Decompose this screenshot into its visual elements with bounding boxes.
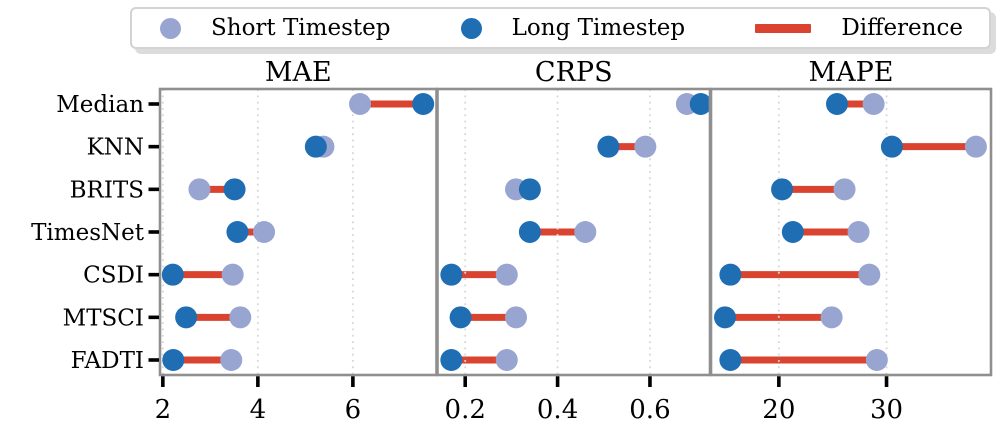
x-tick-label: 30 <box>870 395 903 425</box>
panel-border <box>158 87 438 377</box>
x-tick-label: 0.2 <box>445 395 486 425</box>
short-timestep-dot <box>858 263 881 286</box>
legend-label-difference: Difference <box>841 15 963 41</box>
legend: Short Timestep Long Timestep Difference <box>130 7 991 49</box>
short-timestep-dot-icon <box>160 17 181 39</box>
long-timestep-dot <box>597 135 620 158</box>
long-timestep-dot <box>226 221 249 243</box>
long-timestep-dot-icon <box>460 17 482 39</box>
short-timestep-dot <box>505 306 528 329</box>
short-timestep-dot <box>220 349 243 371</box>
short-timestep-dot <box>634 135 657 158</box>
panel-title: MAE <box>265 57 332 88</box>
long-timestep-dot <box>175 306 198 329</box>
long-timestep-dot <box>162 349 185 371</box>
x-tick-label: 4 <box>250 395 267 425</box>
short-timestep-dot <box>964 135 987 158</box>
short-timestep-dot <box>574 221 597 243</box>
x-tick-label: 0.6 <box>629 395 670 425</box>
category-label: FADTI <box>71 348 144 374</box>
short-timestep-dot <box>847 221 870 243</box>
legend-label-short-timestep: Short Timestep <box>211 15 391 41</box>
category-label: KNN <box>87 135 144 161</box>
long-timestep-dot <box>440 263 463 286</box>
short-timestep-dot <box>820 306 843 329</box>
short-timestep-dot <box>865 349 888 371</box>
long-timestep-dot <box>689 93 712 115</box>
long-timestep-dot <box>161 263 184 286</box>
long-timestep-dot <box>518 221 541 243</box>
short-timestep-dot <box>862 93 885 115</box>
long-timestep-dot <box>412 93 435 115</box>
short-timestep-dot <box>833 178 856 201</box>
legend-item-short-timestep: Short Timestep <box>160 15 390 41</box>
long-timestep-dot <box>826 93 848 115</box>
panel-border <box>709 87 993 377</box>
panel-title: CRPS <box>535 57 613 88</box>
x-tick-label: 20 <box>762 395 795 425</box>
short-timestep-dot <box>495 349 518 371</box>
legend-label-long-timestep: Long Timestep <box>511 15 686 41</box>
long-timestep-dot <box>518 178 541 201</box>
short-timestep-dot <box>253 221 276 243</box>
short-timestep-dot <box>221 263 244 286</box>
category-label: Median <box>56 92 144 118</box>
long-timestep-dot <box>771 178 794 201</box>
x-tick-label: 0.4 <box>537 395 578 425</box>
panel-title: MAPE <box>808 57 893 88</box>
category-label: MTSCI <box>63 305 144 331</box>
category-label: BRITS <box>70 177 144 203</box>
long-timestep-dot <box>880 135 903 158</box>
difference-line-icon <box>755 23 812 33</box>
long-timestep-dot <box>781 221 804 243</box>
long-timestep-dot <box>223 178 246 201</box>
long-timestep-dot <box>714 306 736 329</box>
long-timestep-dot <box>440 349 463 371</box>
long-timestep-dot <box>304 135 327 158</box>
long-timestep-dot <box>719 349 742 371</box>
category-label: CSDI <box>83 263 144 289</box>
category-label: TimesNet <box>31 220 145 246</box>
short-timestep-dot <box>229 306 252 329</box>
x-tick-label: 6 <box>345 395 362 425</box>
long-timestep-dot <box>719 263 742 286</box>
short-timestep-dot <box>349 93 372 115</box>
short-timestep-dot <box>188 178 211 201</box>
short-timestep-dot <box>495 263 518 286</box>
x-tick-label: 2 <box>155 395 172 425</box>
legend-item-long-timestep: Long Timestep <box>460 15 686 41</box>
long-timestep-dot <box>449 306 472 329</box>
legend-item-difference: Difference <box>755 15 963 41</box>
